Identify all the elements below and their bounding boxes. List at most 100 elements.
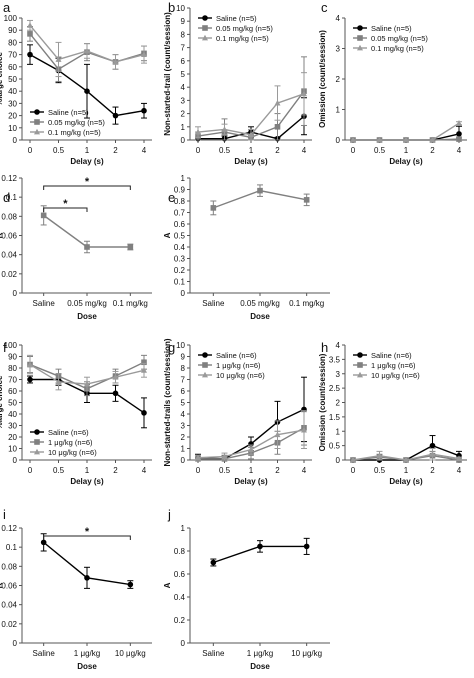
data-point-square (257, 187, 263, 194)
y-tick-label: 0.3 (174, 255, 186, 264)
y-tick-label: 60 (8, 387, 17, 396)
y-tick-label: 4 (181, 410, 186, 419)
y-tick-label: 0.02 (1, 620, 17, 629)
significance-star: * (85, 176, 90, 188)
data-point-circle (456, 131, 462, 137)
panel-letter: i (3, 507, 6, 522)
y-tick-label: 0.8 (174, 547, 186, 556)
y-tick-label: 0.04 (1, 601, 17, 610)
data-point-triangle (274, 431, 281, 438)
data-point-circle (357, 352, 363, 358)
y-tick-label: 30 (8, 422, 17, 431)
data-point-triangle (274, 99, 281, 106)
data-point-triangle (248, 446, 254, 453)
y-axis-title: Omission (count/session) (318, 353, 327, 451)
x-tick-label: Saline (202, 649, 225, 658)
x-tick-label: 0.05 mg/kg (67, 299, 107, 308)
data-point-square (40, 212, 47, 219)
data-point-square (127, 244, 134, 250)
data-point-triangle (27, 22, 33, 28)
y-tick-label: 4 (336, 341, 341, 350)
data-point-triangle (27, 361, 33, 367)
y-tick-label: 90 (8, 26, 17, 35)
legend-label: 0.05 mg/kg (n=5) (48, 118, 105, 127)
x-tick-label: 1 (85, 146, 90, 155)
legend-label: 0.05 mg/kg (n=5) (216, 24, 273, 33)
panel-c: c 0 1 2 3 4 0 0.5 1 2 4 Delay (s) Omission (count/se… (318, 0, 467, 166)
legend-label: Saline (n=6) (48, 428, 89, 437)
y-tick-label: 0.12 (1, 524, 17, 533)
y-tick-label: 5 (181, 399, 186, 408)
x-tick-label: 1 μg/kg (247, 649, 273, 658)
y-tick-label: 5 (181, 70, 186, 79)
data-point-triangle (221, 126, 228, 132)
data-point-triangle (84, 47, 90, 54)
x-tick-label: 4 (302, 466, 307, 475)
data-point-circle (34, 109, 40, 115)
y-tick-label: 0.2 (174, 266, 186, 275)
data-point-triangle (248, 131, 254, 138)
data-point-circle (84, 575, 90, 581)
data-point-triangle (202, 34, 208, 41)
y-tick-label: 40 (8, 410, 17, 419)
x-tick-label: 1 (249, 466, 254, 475)
y-tick-label: 100 (4, 14, 18, 23)
legend-label: Saline (n=5) (48, 108, 89, 117)
y-tick-label: 0.02 (1, 270, 17, 279)
panel-b: b 0 1 2 3 4 5 6 7 8 9 10 0 0.5 1 2 4 Delay (s) Non-started… (163, 0, 312, 166)
y-tick-label: 40 (8, 87, 17, 96)
data-point-triangle (456, 120, 462, 126)
y-tick-label: 3 (181, 96, 186, 105)
y-tick-label: 0.5 (329, 442, 341, 451)
x-tick-label: 10 μg/kg (291, 649, 322, 658)
data-point-square (274, 124, 281, 130)
data-point-triangle (403, 456, 409, 463)
y-tick-label: 70 (8, 376, 17, 385)
x-axis-title: Delay (s) (70, 477, 104, 486)
y-axis-title: %large choice (0, 52, 4, 106)
y-tick-label: 1 (181, 445, 186, 454)
y-tick-label: 1 (336, 427, 341, 436)
y-tick-label: 0.4 (174, 243, 186, 252)
data-point-triangle (429, 136, 436, 143)
data-point-triangle (202, 371, 208, 378)
legend-label: 0.05 mg/kg (n=5) (371, 34, 428, 43)
y-tick-label: 80 (8, 38, 17, 47)
x-axis-title: Delay (s) (234, 157, 268, 166)
y-axis-title: Non-started-trails (count/session) (163, 338, 172, 466)
x-tick-label: 0 (196, 146, 201, 155)
data-point-triangle (350, 456, 356, 463)
data-point-circle (202, 352, 208, 358)
x-tick-label: 1 μg/kg (74, 649, 100, 658)
legend-label: 1 μg/kg (n=6) (216, 361, 261, 370)
y-tick-label: 1 (336, 106, 341, 115)
legend-label: 10 μg/kg (n=6) (371, 371, 420, 380)
data-point-square (357, 35, 363, 41)
data-point-triangle (357, 371, 363, 378)
significance-bracket (43, 185, 131, 190)
y-tick-label: 0.1 (174, 278, 186, 287)
y-axis-title: Non-started-trail (count/session) (163, 12, 172, 136)
data-point-square (84, 244, 90, 250)
x-tick-label: 0 (28, 146, 33, 155)
y-tick-label: 90 (8, 353, 17, 362)
legend-label: 1 μg/kg (n=6) (371, 361, 416, 370)
y-tick-label: 2 (181, 110, 186, 119)
data-point-circle (127, 581, 134, 588)
y-axis-title: K (0, 232, 4, 238)
x-tick-label: 0 (351, 466, 356, 475)
legend-label: Saline (n=5) (216, 14, 257, 23)
x-tick-label: 2 (113, 466, 118, 475)
y-axis-title: A (163, 582, 172, 588)
data-point-square (202, 25, 208, 31)
significance-star: * (85, 526, 90, 538)
y-tick-label: 0.6 (174, 220, 186, 229)
y-tick-label: 2.5 (329, 384, 341, 393)
x-tick-label: 0.1 mg/kg (289, 299, 324, 308)
data-point-triangle (350, 136, 356, 143)
y-axis-title: A (163, 232, 172, 238)
data-point-square (456, 136, 462, 142)
x-axis-title: Dose (250, 312, 270, 321)
panel-letter: j (167, 507, 171, 522)
y-tick-label: 8 (181, 364, 186, 373)
